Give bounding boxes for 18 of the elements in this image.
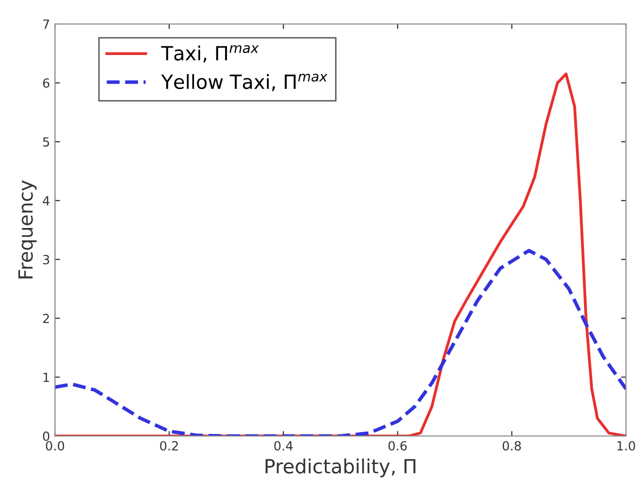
y-tick-label: 4 bbox=[42, 196, 50, 206]
x-tick-label: 1.0 bbox=[617, 441, 636, 451]
x-tick-label: 0.6 bbox=[388, 441, 407, 451]
legend-label: Taxi, Π$^{max}$ bbox=[161, 45, 259, 63]
x-axis-title: Predictability, Π bbox=[266, 458, 416, 478]
y-tick-label: 5 bbox=[43, 137, 50, 147]
y-tick-label: 7 bbox=[43, 20, 50, 29]
x-tick-label: 0.0 bbox=[46, 441, 64, 451]
x-tick-label: 0.4 bbox=[274, 441, 293, 451]
x-tick-label: 0.8 bbox=[502, 441, 521, 451]
y-tick-label: 0 bbox=[43, 431, 50, 441]
y-tick-label: 6 bbox=[43, 78, 50, 88]
legend-label: Yellow Taxi, Π$^{max}$ bbox=[161, 74, 328, 92]
y-axis-title: Frequency bbox=[18, 180, 37, 278]
x-tick-label: 0.2 bbox=[160, 441, 178, 451]
y-tick-label: 1 bbox=[44, 372, 49, 382]
y-tick-label: 3 bbox=[43, 254, 50, 264]
y-tick-label: 2 bbox=[43, 314, 49, 324]
